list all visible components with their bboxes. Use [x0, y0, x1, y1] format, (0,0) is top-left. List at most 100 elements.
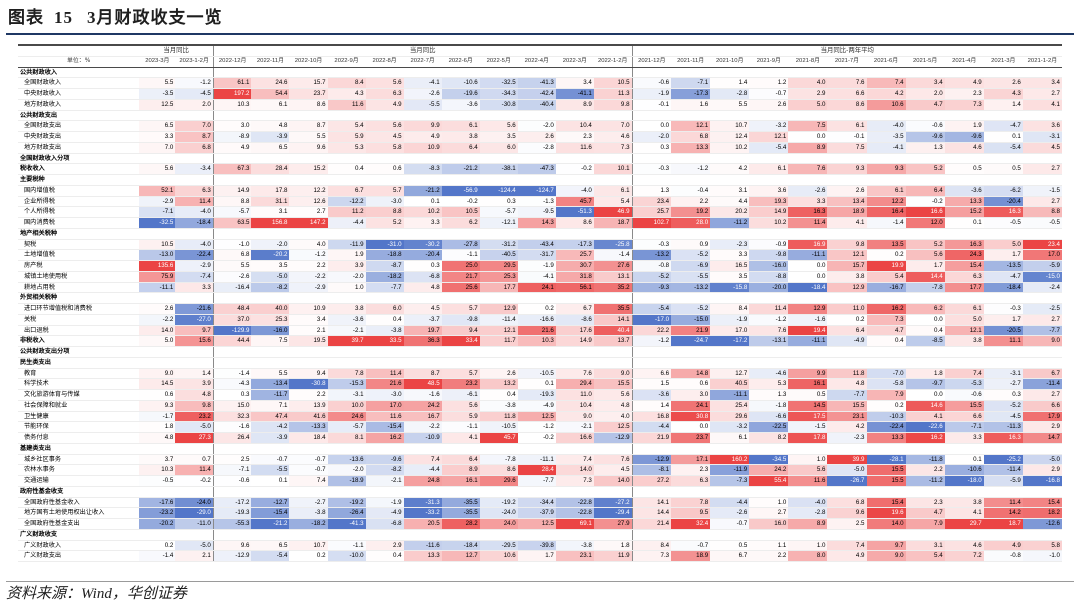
table-cell: -12.6: [1022, 518, 1062, 530]
table-row: 外贸相关税种: [18, 292, 1062, 304]
table-cell: [139, 110, 176, 122]
table-cell: [710, 110, 750, 122]
table-cell: -2.2: [139, 314, 176, 326]
column-header: 2021-3月: [983, 56, 1023, 68]
table-cell: -6.9: [671, 260, 711, 272]
table-cell: [175, 110, 214, 122]
title-rule: [6, 33, 1074, 35]
table-cell: -13.4: [251, 378, 290, 390]
table-cell: -3.2: [710, 421, 750, 433]
table-cell: 9.7: [175, 325, 214, 337]
table-cell: 23.1: [827, 411, 867, 423]
table-cell: [866, 110, 906, 122]
table-cell: -6.8: [403, 271, 442, 283]
table-cell: 0.1: [517, 378, 556, 390]
table-cell: [441, 346, 480, 358]
table-cell: [139, 357, 176, 369]
table-cell: -2.5: [1022, 303, 1062, 315]
table-cell: 25.3: [479, 271, 518, 283]
table-cell: 2.7: [1022, 389, 1062, 401]
table-cell: 5.6: [479, 120, 518, 132]
table-cell: [555, 529, 594, 541]
table-cell: -20.4: [403, 249, 442, 261]
table-cell: [710, 346, 750, 358]
table-cell: -8.7: [365, 260, 404, 272]
table-cell: [671, 443, 711, 455]
table-cell: -55.3: [212, 518, 252, 530]
column-header: 2022-5月: [479, 56, 518, 68]
table-cell: -0.3: [631, 163, 672, 175]
table-cell: 37.0: [212, 314, 252, 326]
table-cell: -18.4: [983, 282, 1023, 294]
table-cell: 14.4: [905, 271, 945, 283]
table-cell: -10.5: [517, 368, 556, 380]
table-cell: -7.3: [710, 475, 750, 487]
table-cell: -1.1: [441, 421, 480, 433]
table-cell: 9.0: [593, 368, 633, 380]
table-cell: -5.0: [827, 464, 867, 476]
table-cell: [983, 228, 1023, 240]
table-cell: 5.0: [944, 314, 984, 326]
table-cell: -17.3: [671, 88, 711, 100]
table-cell: -1.1: [441, 249, 480, 261]
table-cell: -7.7: [827, 389, 867, 401]
row-label: 公共财政支出: [18, 110, 140, 122]
table-row: 科学技术 14.5 3.9 -4.3 -13.4 -30.8 -15.3 21.6 48.5 23…: [18, 378, 1062, 390]
table-cell: -56.9: [441, 185, 480, 197]
table-cell: -16.8: [1022, 475, 1062, 487]
table-cell: [788, 67, 828, 79]
table-cell: [365, 486, 404, 498]
table-cell: [365, 174, 404, 186]
table-cell: 13.5: [866, 239, 906, 251]
table-cell: [327, 174, 366, 186]
table-cell: 3.7: [139, 454, 176, 466]
table-cell: [517, 292, 556, 304]
table-cell: [365, 529, 404, 541]
table-cell: 6.1: [593, 185, 633, 197]
table-cell: [788, 486, 828, 498]
table-cell: -5.4: [251, 550, 290, 562]
table-cell: -10.9: [403, 432, 442, 444]
table-cell: [441, 529, 480, 541]
table-cell: [710, 174, 750, 186]
table-cell: 6.6: [944, 411, 984, 423]
table-cell: 7.3: [555, 475, 594, 487]
table-cell: 14.1: [593, 314, 633, 326]
table-cell: 5.2: [905, 239, 945, 251]
table-cell: [905, 443, 945, 455]
table-cell: 18.4: [289, 432, 328, 444]
table-cell: [403, 292, 442, 304]
table-cell: [139, 67, 176, 79]
group-label-c: 当月同比-两年平均: [631, 43, 1062, 57]
table-cell: 0.5: [710, 540, 750, 552]
table-cell: -12.2: [327, 196, 366, 208]
table-cell: [289, 174, 328, 186]
table-cell: [905, 529, 945, 541]
table-cell: [479, 174, 518, 186]
table-cell: [631, 443, 672, 455]
table-cell: [593, 110, 633, 122]
table-cell: -0.5: [1022, 217, 1062, 229]
table-row: 公共财政支出分项: [18, 346, 1062, 358]
table-cell: -7.4: [175, 271, 214, 283]
row-label: 广义财政收支: [18, 529, 140, 541]
table-cell: -1.3: [517, 196, 556, 208]
table-cell: -39.8: [517, 540, 556, 552]
table-cell: -7.7: [517, 475, 556, 487]
table-cell: [479, 153, 518, 165]
table-cell: -5.7: [479, 206, 518, 218]
table-cell: -24.0: [175, 497, 214, 509]
table-cell: -13.6: [327, 454, 366, 466]
table-cell: -38.1: [479, 163, 518, 175]
table-cell: [555, 174, 594, 186]
table-cell: [631, 228, 672, 240]
table-cell: 11.4: [788, 217, 828, 229]
column-header: 2022-12月: [212, 56, 252, 68]
table-cell: 13.2: [479, 378, 518, 390]
table-cell: [671, 357, 711, 369]
table-cell: -0.3: [983, 303, 1023, 315]
table-cell: 5.2: [905, 163, 945, 175]
table-cell: [905, 67, 945, 79]
table-cell: [827, 110, 867, 122]
table-cell: 6.1: [827, 120, 867, 132]
